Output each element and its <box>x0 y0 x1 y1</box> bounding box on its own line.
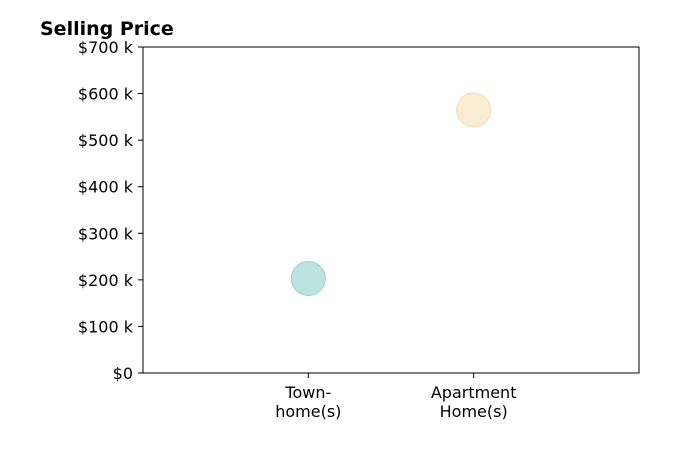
y-tick-label-2: $200 k <box>78 271 134 290</box>
y-tick-label-4: $400 k <box>78 178 134 197</box>
data-point-1 <box>290 260 326 296</box>
axes-frame <box>142 46 640 374</box>
y-tick-label-7: $700 k <box>78 38 134 57</box>
y-tick-label-6: $600 k <box>78 85 134 104</box>
x-tick-label-1: Apartment Home(s) <box>431 383 517 421</box>
y-tick-label-1: $100 k <box>78 317 134 336</box>
y-tick-label-3: $300 k <box>78 224 134 243</box>
chart-title: Selling Price <box>40 18 174 40</box>
y-tick-label-5: $500 k <box>78 131 134 150</box>
plot-area: $0 $100 k $200 k $300 k $400 k $500 k $600 k $7… <box>78 38 640 421</box>
data-point-2 <box>456 92 492 128</box>
y-tick-label-0: $0 <box>113 364 133 383</box>
x-tick-label-0: Town-home(s) <box>275 383 341 421</box>
